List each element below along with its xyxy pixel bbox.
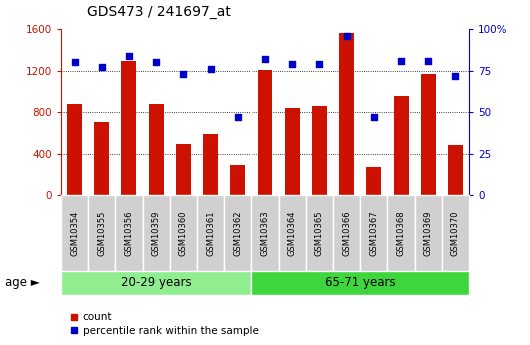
Point bbox=[315, 61, 324, 67]
Text: GSM10369: GSM10369 bbox=[424, 210, 432, 256]
Bar bbox=[394, 96, 409, 195]
Bar bbox=[251, 271, 469, 295]
Text: GSM10362: GSM10362 bbox=[233, 210, 242, 256]
Point bbox=[288, 61, 296, 67]
Bar bbox=[387, 195, 414, 271]
Point bbox=[451, 73, 460, 78]
Bar bbox=[116, 195, 143, 271]
Text: GSM10360: GSM10360 bbox=[179, 210, 188, 256]
Bar bbox=[339, 33, 354, 195]
Bar bbox=[448, 145, 463, 195]
Text: 20-29 years: 20-29 years bbox=[121, 276, 191, 289]
Point bbox=[70, 60, 79, 65]
Point bbox=[342, 33, 351, 39]
Legend: count, percentile rank within the sample: count, percentile rank within the sample bbox=[66, 308, 263, 340]
Text: GSM10361: GSM10361 bbox=[206, 210, 215, 256]
Bar bbox=[203, 134, 218, 195]
Bar bbox=[366, 167, 381, 195]
Bar bbox=[421, 74, 436, 195]
Text: GSM10354: GSM10354 bbox=[70, 210, 79, 256]
Bar bbox=[197, 195, 224, 271]
Bar bbox=[170, 195, 197, 271]
Text: GSM10366: GSM10366 bbox=[342, 210, 351, 256]
Bar bbox=[251, 195, 279, 271]
Bar bbox=[285, 108, 299, 195]
Bar bbox=[333, 195, 360, 271]
Bar bbox=[442, 195, 469, 271]
Bar bbox=[231, 165, 245, 195]
Text: 65-71 years: 65-71 years bbox=[325, 276, 395, 289]
Bar bbox=[149, 104, 164, 195]
Point bbox=[152, 60, 161, 65]
Text: GSM10356: GSM10356 bbox=[125, 210, 134, 256]
Bar bbox=[176, 144, 191, 195]
Point bbox=[125, 53, 133, 59]
Text: GSM10359: GSM10359 bbox=[152, 210, 161, 256]
Text: GSM10367: GSM10367 bbox=[369, 210, 378, 256]
Text: GSM10370: GSM10370 bbox=[451, 210, 460, 256]
Bar bbox=[360, 195, 387, 271]
Bar bbox=[88, 195, 116, 271]
Bar bbox=[414, 195, 442, 271]
Text: GSM10368: GSM10368 bbox=[396, 210, 405, 256]
Point bbox=[206, 66, 215, 72]
Bar bbox=[224, 195, 251, 271]
Bar bbox=[67, 104, 82, 195]
Bar bbox=[121, 61, 136, 195]
Point bbox=[179, 71, 188, 77]
Point bbox=[369, 114, 378, 120]
Text: GSM10355: GSM10355 bbox=[98, 210, 106, 256]
Point bbox=[98, 65, 106, 70]
Bar bbox=[94, 122, 109, 195]
Bar bbox=[258, 70, 272, 195]
Text: GDS473 / 241697_at: GDS473 / 241697_at bbox=[87, 5, 231, 19]
Text: age ►: age ► bbox=[5, 276, 40, 289]
Point bbox=[397, 58, 405, 63]
Point bbox=[234, 114, 242, 120]
Bar bbox=[306, 195, 333, 271]
Text: GSM10364: GSM10364 bbox=[288, 210, 297, 256]
Bar bbox=[312, 106, 327, 195]
Bar bbox=[143, 195, 170, 271]
Bar bbox=[279, 195, 306, 271]
Text: GSM10365: GSM10365 bbox=[315, 210, 324, 256]
Text: GSM10363: GSM10363 bbox=[261, 210, 269, 256]
Point bbox=[424, 58, 432, 63]
Point bbox=[261, 56, 269, 62]
Bar bbox=[61, 195, 88, 271]
Bar bbox=[61, 271, 251, 295]
